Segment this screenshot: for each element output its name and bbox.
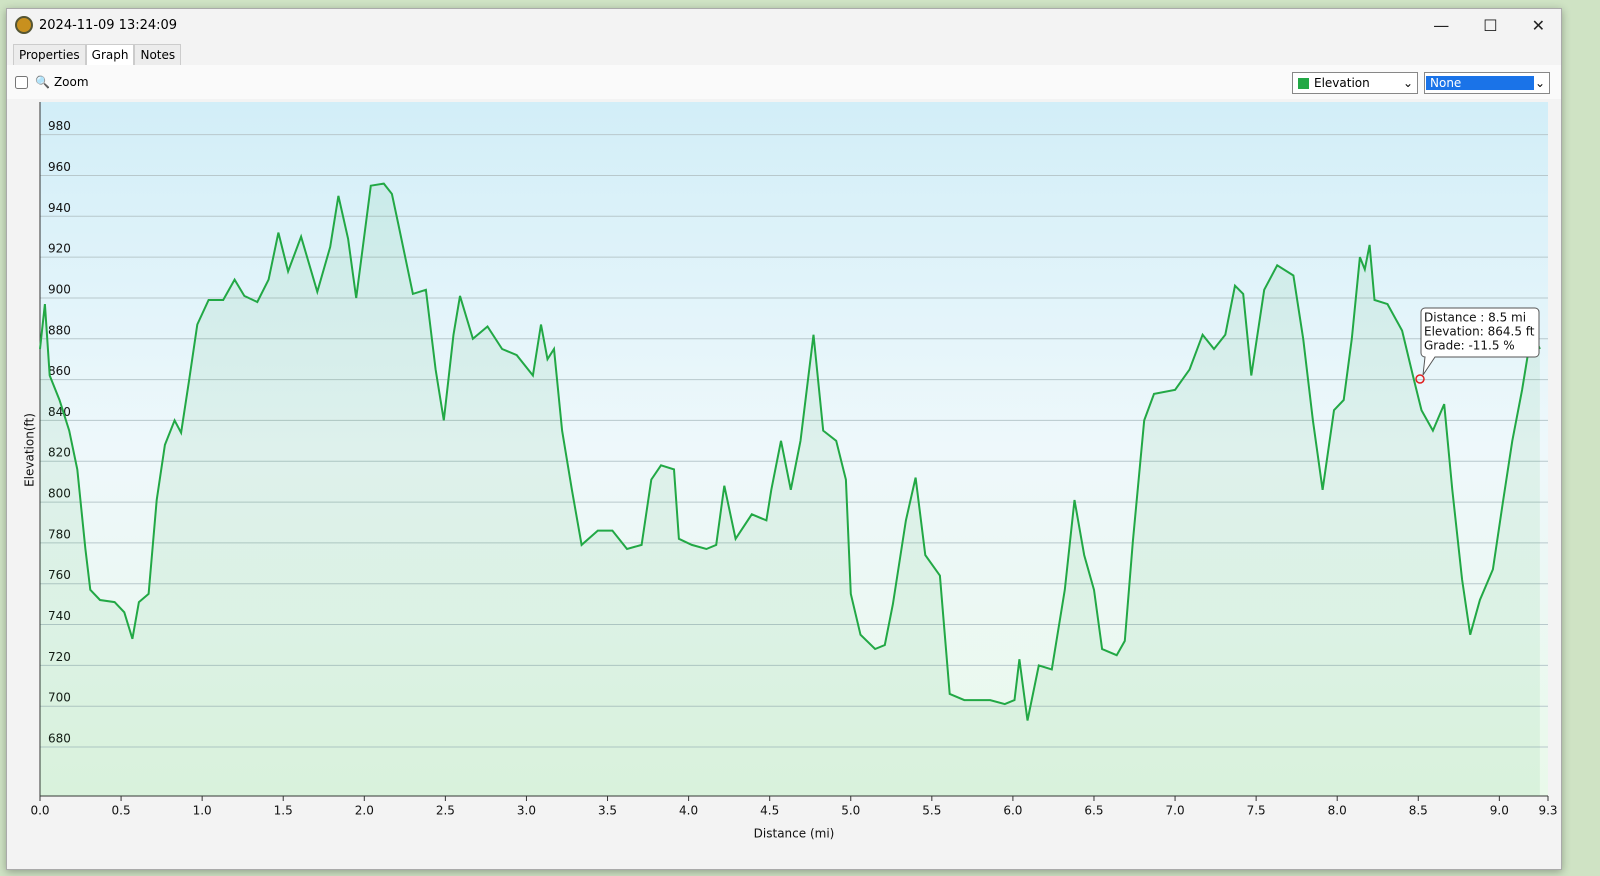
x-tick-label: 5.5 (922, 804, 941, 818)
tabs: Properties Graph Notes (7, 41, 1561, 65)
y-tick-label: 980 (48, 119, 71, 133)
x-tick-label: 6.5 (1084, 804, 1103, 818)
x-tick-label: 8.5 (1409, 804, 1428, 818)
x-tick-label: 9.0 (1490, 804, 1509, 818)
x-tick-label: 7.5 (1247, 804, 1266, 818)
zoom-checkbox[interactable] (15, 75, 28, 89)
tab[interactable]: Notes (134, 44, 182, 65)
zoom-icon: 🔍 (35, 75, 50, 89)
window-title: 2024-11-09 13:24:09 (39, 17, 178, 33)
tooltip-line: Grade: -11.5 % (1424, 339, 1515, 353)
tab[interactable]: Properties (13, 44, 86, 65)
y-tick-label: 860 (48, 364, 71, 378)
y-tick-label: 880 (48, 323, 71, 337)
elevation-line (39, 182, 1541, 721)
x-tick-label: 9.3 (1538, 804, 1557, 818)
y-tick-label: 800 (48, 487, 71, 501)
tooltip-line: Elevation: 864.5 ft (1424, 325, 1535, 339)
y-tick-label: 920 (48, 242, 71, 256)
x-tick-label: 0.0 (30, 804, 49, 818)
x-axis-label: Distance (mi) (754, 827, 835, 841)
tooltip-line: Distance : 8.5 mi (1424, 311, 1526, 325)
x-tick-label: 8.0 (1328, 804, 1347, 818)
window-controls: — ☐ ✕ (1433, 16, 1545, 35)
y-tick-label: 820 (48, 446, 71, 460)
hover-marker (1415, 374, 1425, 384)
y-tick-label: 780 (48, 527, 71, 541)
y-tick-label: 760 (48, 568, 71, 582)
series-select-text: Elevation (1314, 76, 1370, 90)
x-tick-label: 0.5 (112, 804, 131, 818)
tab[interactable]: Graph (85, 44, 135, 65)
y-tick-label: 680 (48, 732, 71, 746)
x-tick-label: 2.5 (436, 804, 455, 818)
second-select[interactable]: None ⌄ (1424, 72, 1550, 94)
maximize[interactable]: ☐ (1483, 15, 1498, 35)
x-tick-label: 1.0 (193, 804, 212, 818)
series-select[interactable]: Elevation ⌄ (1292, 72, 1418, 94)
minimize[interactable]: — (1433, 15, 1450, 35)
x-tick-label: 4.0 (679, 804, 698, 818)
x-tick-label: 5.0 (841, 804, 860, 818)
tooltip-box (1420, 307, 1540, 376)
y-tick-label: 900 (48, 282, 71, 296)
zoom-label: Zoom (53, 75, 89, 89)
y-tick-label: 940 (48, 201, 71, 215)
x-tick-label: 6.0 (1003, 804, 1022, 818)
second-select-text: None (1426, 76, 1534, 90)
title-bar: 2024-11-09 13:24:09 — ☐ ✕ (7, 9, 1561, 41)
series-swatch (1298, 77, 1309, 89)
x-tick-label: 2.0 (355, 804, 374, 818)
y-axis-label: Elevation(ft) (23, 413, 37, 487)
x-tick-label: 4.5 (760, 804, 779, 818)
x-tick-label: 7.0 (1166, 804, 1185, 818)
close[interactable]: ✕ (1531, 15, 1545, 35)
x-tick-label: 1.5 (274, 804, 293, 818)
app-icon (15, 16, 33, 34)
y-tick-label: 700 (48, 691, 71, 705)
y-tick-label: 960 (48, 160, 71, 174)
x-tick-label: 3.5 (598, 804, 617, 818)
x-tick-label: 3.0 (517, 804, 536, 818)
y-tick-label: 720 (48, 650, 71, 664)
y-tick-label: 740 (48, 609, 71, 623)
plot-area (40, 102, 1548, 796)
